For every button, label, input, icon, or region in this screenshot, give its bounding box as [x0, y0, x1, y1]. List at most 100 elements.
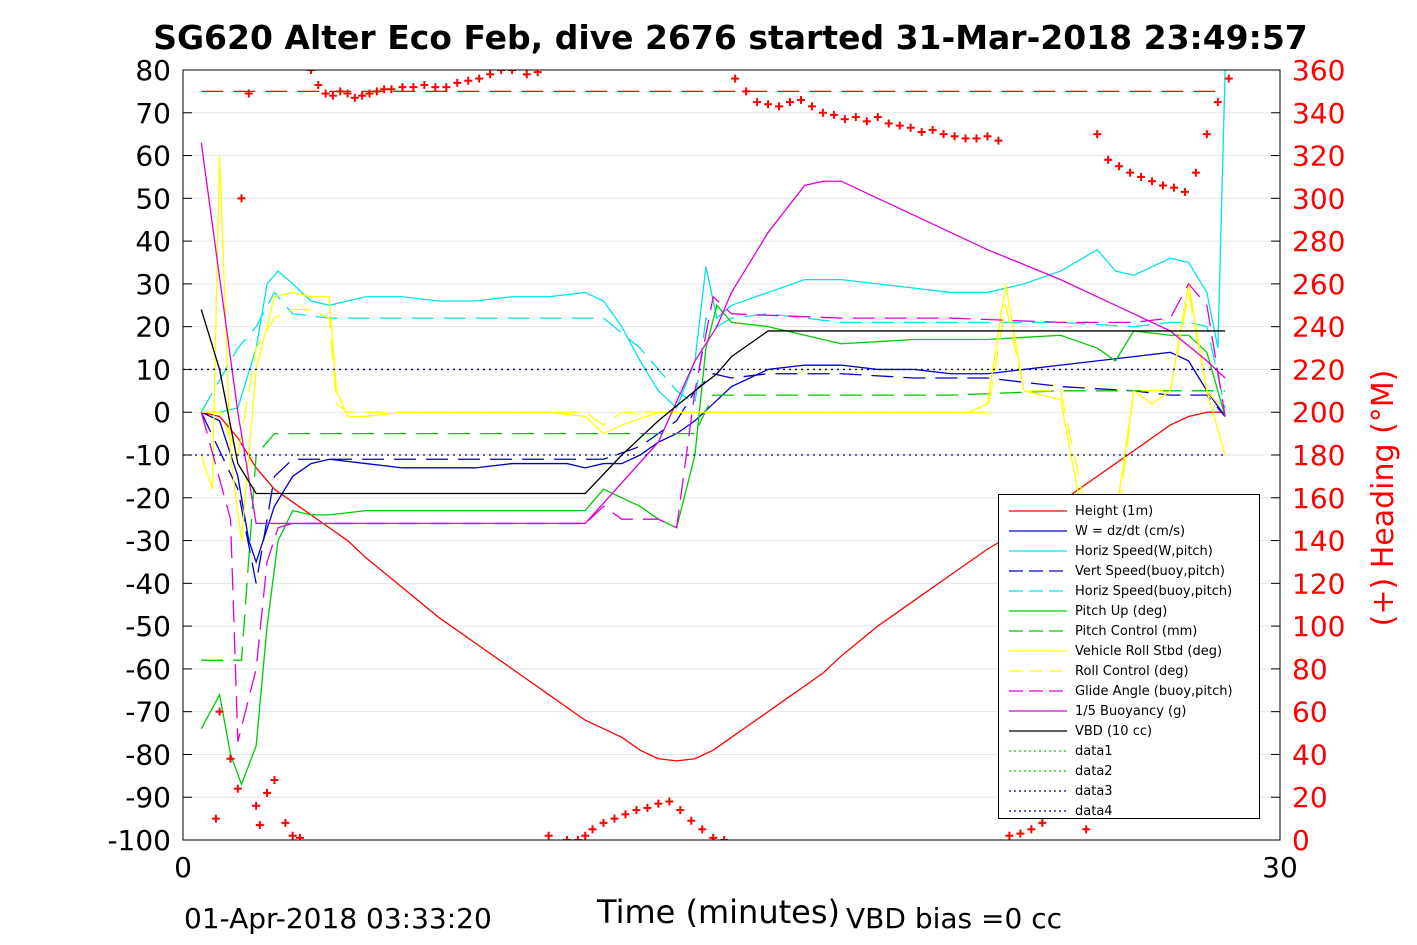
- y2-tick-label: 200: [1292, 396, 1345, 429]
- legend-item: data2: [999, 761, 1259, 781]
- y-tick-label: -20: [125, 482, 171, 515]
- heading-marker: [522, 70, 531, 79]
- legend-label: Vehicle Roll Stbd (deg): [1075, 644, 1223, 659]
- legend-swatch: [1009, 750, 1067, 752]
- heading-marker: [1180, 187, 1189, 196]
- y2-tick-label: 160: [1292, 482, 1345, 515]
- legend-label: Height (1m): [1075, 504, 1154, 519]
- heading-marker: [306, 70, 315, 74]
- heading-marker: [994, 136, 1003, 145]
- y-tick-label: -10: [125, 439, 171, 472]
- heading-marker: [1115, 162, 1124, 171]
- legend-swatch: [1009, 550, 1067, 552]
- heading-marker: [1213, 98, 1222, 107]
- y-tick-label: -70: [125, 696, 171, 729]
- y-tick-label: 20: [135, 311, 171, 344]
- legend-item: Vehicle Roll Stbd (deg): [999, 641, 1259, 661]
- y-tick-label: 40: [135, 225, 171, 258]
- x-axis-label: Time (minutes): [597, 893, 840, 931]
- legend-label: Roll Control (deg): [1075, 664, 1189, 679]
- legend-swatch: [1009, 810, 1067, 812]
- heading-marker: [720, 836, 729, 840]
- y2-tick-label: 220: [1292, 353, 1345, 386]
- heading-marker: [486, 70, 495, 79]
- y-tick-label: 30: [135, 268, 171, 301]
- y-tick-label: 80: [135, 54, 171, 87]
- heading-marker: [818, 108, 827, 117]
- heading-marker: [1093, 130, 1102, 139]
- heading-marker: [296, 833, 305, 840]
- legend-label: VBD (10 cc): [1075, 724, 1153, 739]
- y2-tick-label: 40: [1292, 738, 1328, 771]
- y2-tick-label: 0: [1292, 824, 1310, 857]
- legend-label: Horiz Speed(W,pitch): [1075, 544, 1213, 559]
- heading-marker: [263, 788, 272, 797]
- heading-marker: [599, 818, 608, 827]
- legend-swatch: [1009, 730, 1067, 732]
- heading-marker: [431, 83, 440, 92]
- heading-marker: [917, 128, 926, 137]
- legend-label: Vert Speed(buoy,pitch): [1075, 564, 1225, 579]
- heading-marker: [851, 113, 860, 122]
- series-line-glide-angle-buoy-pitch: [200, 282, 1226, 742]
- legend-label: 1/5 Buoyancy (g): [1075, 704, 1187, 719]
- heading-marker: [533, 70, 542, 77]
- legend-label: Pitch Up (deg): [1075, 604, 1168, 619]
- heading-marker: [764, 100, 773, 109]
- heading-marker: [398, 83, 407, 92]
- legend-item: Horiz Speed(W,pitch): [999, 541, 1259, 561]
- heading-marker: [796, 95, 805, 104]
- heading-marker: [698, 825, 707, 834]
- heading-marker: [753, 98, 762, 107]
- heading-marker: [475, 74, 484, 83]
- heading-marker: [409, 83, 418, 92]
- series-line-pitch-up-deg: [200, 303, 1226, 787]
- legend-item: Horiz Speed(buoy,pitch): [999, 581, 1259, 601]
- heading-marker: [387, 85, 396, 94]
- legend-item: Glide Angle (buoy,pitch): [999, 681, 1259, 701]
- series-line-roll-control-deg: [201, 292, 1226, 577]
- heading-marker: [742, 87, 751, 96]
- x-tick-labels: 0 30: [174, 851, 1298, 884]
- legend-swatch: [1009, 670, 1067, 672]
- heading-marker: [544, 831, 553, 840]
- heading-marker: [237, 194, 246, 203]
- legend-item: data4: [999, 801, 1259, 821]
- heading-marker: [807, 102, 816, 111]
- heading-marker: [840, 115, 849, 124]
- series-line-vert-speed-buoy-pitch: [200, 373, 1226, 584]
- y-tick-label: -80: [125, 738, 171, 771]
- legend-item: Pitch Up (deg): [999, 601, 1259, 621]
- legend-label: data1: [1075, 744, 1113, 759]
- legend-label: Glide Angle (buoy,pitch): [1075, 684, 1233, 699]
- legend: Height (1m) W = dz/dt (cm/s) Horiz Speed(W…: [998, 494, 1260, 819]
- legend-item: VBD (10 cc): [999, 721, 1259, 741]
- heading-marker: [873, 113, 882, 122]
- legend-item: Vert Speed(buoy,pitch): [999, 561, 1259, 581]
- legend-label: Pitch Control (mm): [1075, 624, 1198, 639]
- legend-label: Horiz Speed(buoy,pitch): [1075, 584, 1233, 599]
- legend-swatch: [1009, 510, 1067, 512]
- heading-marker: [343, 89, 352, 98]
- heading-marker: [1005, 831, 1014, 840]
- x-tick-label: 30: [1262, 851, 1298, 884]
- x-tick-label: 0: [174, 851, 192, 884]
- heading-marker: [464, 76, 473, 85]
- heading-marker: [709, 833, 718, 840]
- heading-marker: [665, 797, 674, 806]
- heading-marker: [336, 87, 345, 96]
- heading-marker: [687, 816, 696, 825]
- heading-marker: [906, 123, 915, 132]
- y2-tick-label: 60: [1292, 696, 1328, 729]
- heading-marker: [233, 784, 242, 793]
- legend-swatch: [1009, 690, 1067, 692]
- y2-tick-label: 180: [1292, 439, 1345, 472]
- series-line-vbd-10-cc: [200, 309, 1226, 495]
- heading-marker: [1027, 825, 1036, 834]
- plot-area: [183, 70, 1233, 840]
- series-line-w-dz-dt-cm-s: [201, 351, 1226, 564]
- heading-marker: [497, 70, 506, 74]
- heading-marker: [621, 810, 630, 819]
- heading-marker: [226, 754, 235, 763]
